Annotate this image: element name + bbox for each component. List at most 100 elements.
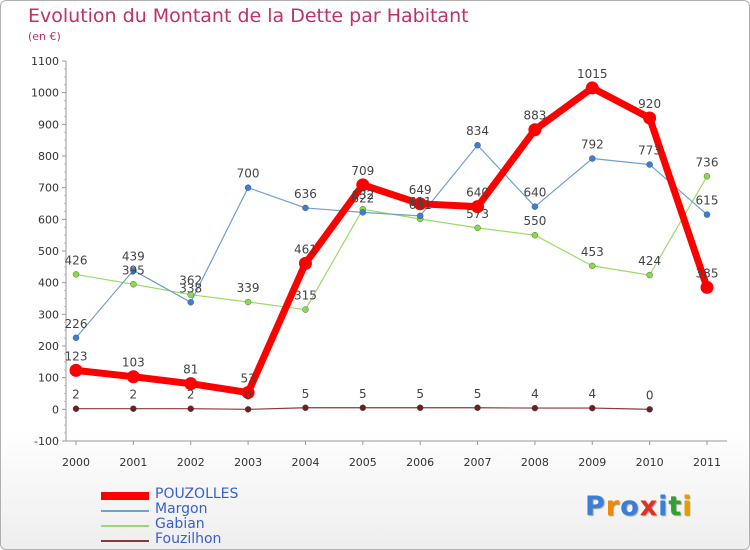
data-point-margon bbox=[416, 212, 424, 220]
legend-swatch bbox=[101, 525, 149, 527]
data-point-margon bbox=[244, 184, 252, 191]
data-label: 5 bbox=[302, 387, 310, 401]
data-point-margon bbox=[646, 161, 653, 168]
data-label: 640 bbox=[466, 186, 489, 200]
y-tick-label: 700 bbox=[38, 182, 59, 195]
data-point-pouzolles bbox=[700, 280, 714, 294]
data-label: 53 bbox=[240, 372, 255, 386]
data-point-gabian bbox=[589, 262, 596, 270]
data-label: 2 bbox=[72, 388, 80, 402]
data-label: 5 bbox=[416, 387, 424, 401]
data-point-gabian bbox=[72, 271, 80, 278]
proxiti-logo: Proxiti bbox=[585, 491, 693, 522]
data-label: 226 bbox=[65, 317, 88, 331]
data-point-pouzolles bbox=[471, 200, 485, 214]
data-label: 2 bbox=[130, 388, 138, 402]
data-label: 649 bbox=[409, 183, 432, 197]
chart-subtitle: (en €) bbox=[28, 30, 61, 43]
data-label: 426 bbox=[65, 253, 88, 267]
data-label: 0 bbox=[244, 388, 252, 402]
logo-letter: o bbox=[620, 491, 640, 522]
y-tick-label: 400 bbox=[38, 277, 59, 290]
data-label: 338 bbox=[179, 281, 202, 295]
data-point-fouzilhon bbox=[130, 405, 137, 412]
y-tick-label: 1000 bbox=[31, 87, 59, 100]
data-point-gabian bbox=[130, 281, 137, 288]
series-line-margon bbox=[75, 144, 708, 339]
data-label: 395 bbox=[122, 263, 145, 277]
data-label: 550 bbox=[523, 214, 546, 228]
data-label: 636 bbox=[294, 187, 317, 201]
chart-title: Evolution du Montant de la Dette par Hab… bbox=[28, 5, 469, 27]
legend-label: POUZOLLES bbox=[155, 486, 239, 502]
data-point-pouzolles bbox=[413, 197, 427, 211]
data-point-gabian bbox=[646, 271, 653, 279]
x-tick-label: 2004 bbox=[291, 456, 319, 469]
x-tick-label: 2001 bbox=[119, 456, 147, 469]
data-point-fouzilhon bbox=[72, 405, 80, 412]
logo-letter: i bbox=[658, 491, 669, 522]
legend-swatch bbox=[101, 492, 149, 500]
data-point-pouzolles bbox=[69, 363, 83, 377]
data-label: 339 bbox=[237, 281, 260, 295]
data-point-pouzolles bbox=[585, 81, 599, 95]
data-point-margon bbox=[359, 209, 367, 216]
data-point-gabian bbox=[302, 306, 309, 313]
data-point-gabian bbox=[187, 291, 194, 298]
y-tick-label: -100 bbox=[34, 435, 59, 448]
x-tick-label: 2005 bbox=[349, 456, 377, 469]
data-point-pouzolles bbox=[356, 178, 370, 192]
x-tick-label: 2007 bbox=[464, 456, 492, 469]
y-tick-label: 800 bbox=[38, 150, 59, 163]
data-label: 4 bbox=[588, 387, 596, 401]
data-label: 1015 bbox=[577, 67, 608, 81]
data-label: 385 bbox=[696, 266, 719, 280]
data-point-fouzilhon bbox=[474, 404, 481, 411]
legend-swatch bbox=[101, 540, 149, 542]
data-label: 123 bbox=[65, 349, 88, 363]
x-tick-label: 2009 bbox=[578, 456, 606, 469]
logo-letter: P bbox=[585, 491, 606, 522]
data-label: 461 bbox=[294, 242, 317, 256]
data-label: 792 bbox=[581, 138, 604, 152]
x-tick-label: 2003 bbox=[234, 456, 262, 469]
data-point-margon bbox=[474, 142, 481, 149]
legend-swatch bbox=[101, 510, 149, 512]
data-label: 622 bbox=[351, 191, 374, 205]
legend-label: Fouzilhon bbox=[155, 531, 222, 547]
data-label: 4 bbox=[531, 387, 539, 401]
y-tick-label: 500 bbox=[38, 245, 59, 258]
data-label: 736 bbox=[696, 155, 719, 169]
data-label: 315 bbox=[294, 289, 317, 303]
legend-label: Gabian bbox=[155, 516, 205, 532]
data-label: 5 bbox=[474, 387, 482, 401]
data-point-pouzolles bbox=[184, 377, 198, 391]
data-label: 700 bbox=[237, 167, 260, 181]
data-label: 709 bbox=[351, 164, 374, 178]
y-tick-label: 200 bbox=[38, 340, 59, 353]
y-tick-label: 1100 bbox=[31, 55, 59, 68]
data-point-gabian bbox=[244, 298, 252, 306]
data-point-pouzolles bbox=[643, 111, 657, 125]
data-label: 103 bbox=[122, 356, 145, 370]
data-label: 883 bbox=[523, 109, 546, 123]
data-label: 640 bbox=[523, 186, 546, 200]
data-label: 632 bbox=[351, 188, 374, 202]
data-label: 601 bbox=[409, 198, 432, 212]
data-point-pouzolles bbox=[241, 386, 255, 400]
x-tick-label: 2002 bbox=[177, 456, 205, 469]
data-label: 5 bbox=[359, 387, 367, 401]
data-point-fouzilhon bbox=[589, 404, 596, 412]
legend-label: Margon bbox=[155, 501, 208, 517]
data-point-fouzilhon bbox=[244, 406, 252, 413]
data-label: 439 bbox=[122, 249, 145, 263]
data-label: 453 bbox=[581, 245, 604, 259]
logo-letter: r bbox=[605, 491, 621, 522]
data-label: 81 bbox=[183, 363, 198, 377]
data-point-pouzolles bbox=[528, 123, 542, 137]
data-label: 573 bbox=[466, 207, 489, 221]
data-label: 920 bbox=[638, 97, 661, 111]
data-point-margon bbox=[187, 299, 194, 306]
data-point-gabian bbox=[703, 173, 711, 180]
data-point-fouzilhon bbox=[646, 406, 653, 413]
